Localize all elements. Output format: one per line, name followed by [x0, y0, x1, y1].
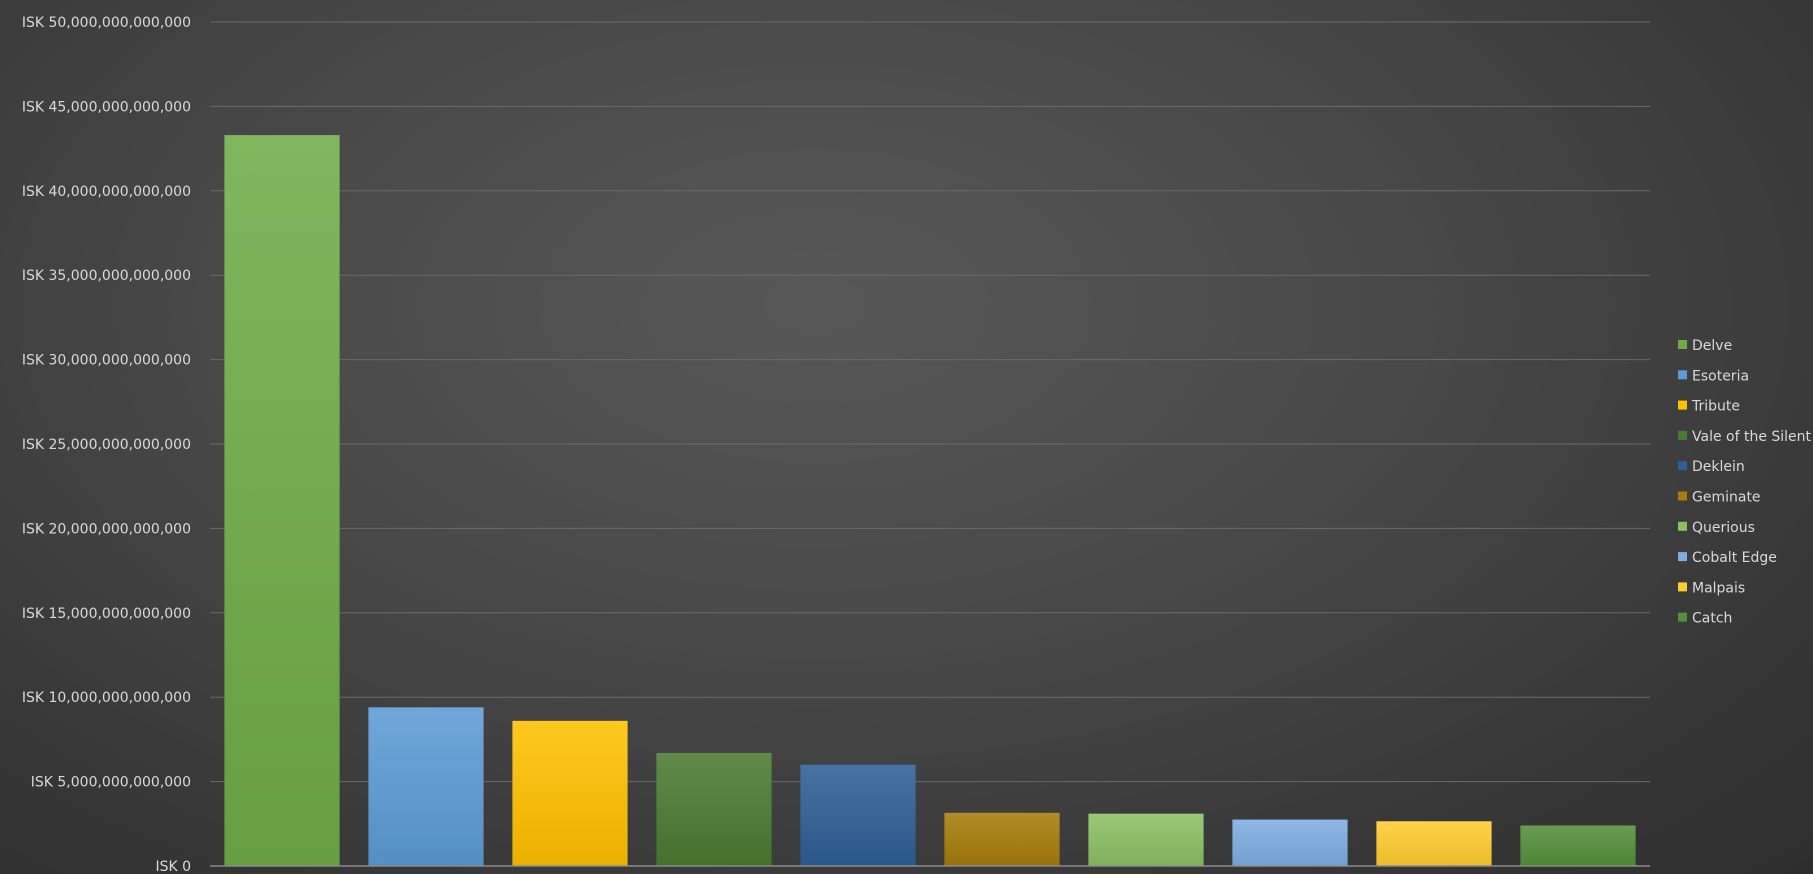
bar-geminate	[944, 812, 1060, 866]
y-tick-label: ISK 45,000,000,000,000	[22, 99, 191, 115]
legend-label: Vale of the Silent	[1692, 429, 1812, 445]
legend-swatch	[1678, 582, 1687, 592]
y-tick-label: ISK 20,000,000,000,000	[22, 521, 191, 537]
y-tick-label: ISK 35,000,000,000,000	[22, 268, 191, 284]
bar-delve	[224, 135, 340, 866]
bar-querious	[1088, 813, 1204, 866]
bar-tribute	[512, 720, 628, 866]
bar-malpais	[1376, 821, 1492, 866]
legend-label: Querious	[1692, 520, 1755, 536]
legend-swatch	[1678, 552, 1687, 562]
y-tick-label: ISK 10,000,000,000,000	[22, 690, 191, 706]
legend-label: Geminate	[1692, 490, 1761, 506]
bar-catch	[1520, 825, 1636, 866]
y-tick-label: ISK 5,000,000,000,000	[31, 775, 191, 791]
y-tick-label: ISK 30,000,000,000,000	[22, 353, 191, 369]
legend-swatch	[1678, 400, 1687, 410]
bar-esoteria	[368, 707, 484, 866]
legend-label: Catch	[1692, 611, 1732, 627]
legend-swatch	[1678, 491, 1687, 501]
y-axis: ISK 0 ISK 5,000,000,000,000 ISK 10,000,000…	[22, 15, 191, 874]
legend-swatch	[1678, 370, 1687, 380]
legend-swatch	[1678, 612, 1687, 622]
legend-label: Delve	[1692, 338, 1732, 354]
legend-swatch	[1678, 461, 1687, 471]
legend-swatch	[1678, 340, 1687, 349]
legend-label: Deklein	[1692, 459, 1745, 475]
y-tick-label: ISK 25,000,000,000,000	[22, 437, 191, 453]
legend: Delve Esoteria Tribute Vale of the Silent De…	[1678, 338, 1812, 627]
legend-label: Cobalt Edge	[1692, 550, 1777, 566]
y-tick-label: ISK 40,000,000,000,000	[22, 184, 191, 200]
grid-layer	[210, 21, 1650, 783]
legend-label: Esoteria	[1692, 368, 1749, 384]
y-tick-label: ISK 50,000,000,000,000	[22, 15, 191, 31]
bar-deklein	[800, 764, 916, 866]
bars	[224, 135, 1636, 866]
legend-swatch	[1678, 430, 1687, 440]
legend-swatch	[1678, 521, 1687, 531]
legend-label: Tribute	[1691, 399, 1740, 415]
bar-cobalt-edge	[1232, 819, 1348, 866]
bar-vale-of-the-silent	[656, 752, 772, 866]
legend-label: Malpais	[1692, 580, 1745, 596]
y-tick-label: ISK 15,000,000,000,000	[22, 606, 191, 622]
y-tick-label: ISK 0	[155, 859, 191, 874]
